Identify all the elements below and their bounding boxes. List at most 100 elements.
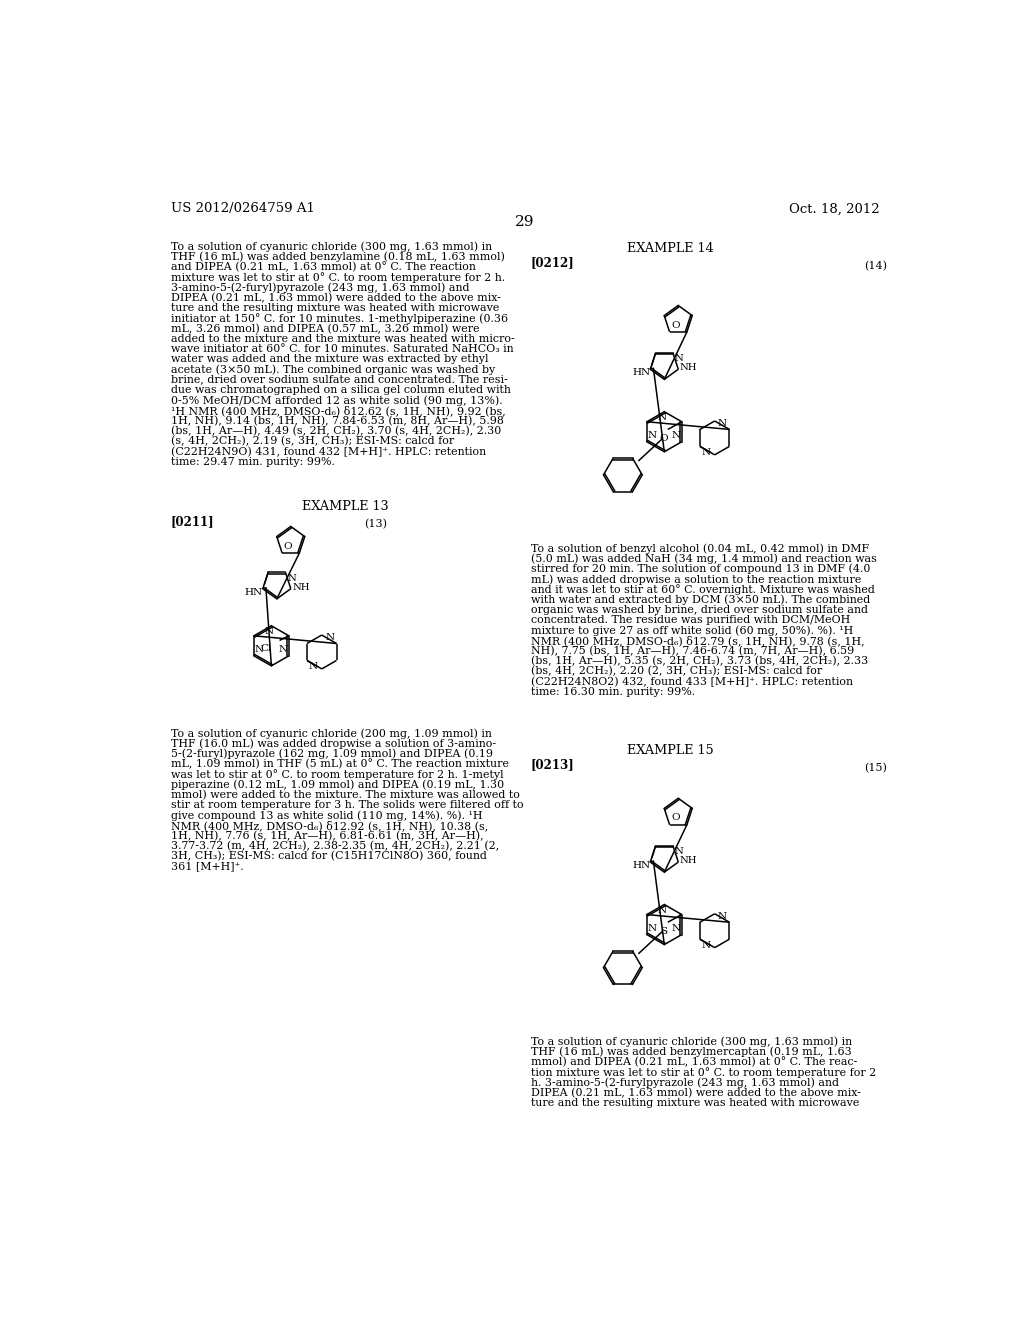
Text: O: O bbox=[671, 813, 680, 822]
Text: N: N bbox=[279, 645, 288, 655]
Text: N: N bbox=[325, 634, 334, 642]
Text: added to the mixture and the mixture was heated with micro-: added to the mixture and the mixture was… bbox=[171, 334, 514, 343]
Text: 1H, NH), 9.14 (bs, 1H, NH), 7.84-6.53 (m, 8H, Ar—H), 5.98: 1H, NH), 9.14 (bs, 1H, NH), 7.84-6.53 (m… bbox=[171, 416, 504, 426]
Text: N: N bbox=[718, 912, 727, 921]
Text: water was added and the mixture was extracted by ethyl: water was added and the mixture was extr… bbox=[171, 354, 488, 364]
Text: (s, 4H, 2CH₂), 2.19 (s, 3H, CH₃); ESI-MS: calcd for: (s, 4H, 2CH₂), 2.19 (s, 3H, CH₃); ESI-MS… bbox=[171, 436, 454, 446]
Text: 0-5% MeOH/DCM afforded 12 as white solid (90 mg, 13%).: 0-5% MeOH/DCM afforded 12 as white solid… bbox=[171, 395, 502, 405]
Text: 1H, NH), 7.76 (s, 1H, Ar—H), 6.81-6.61 (m, 3H, Ar—H),: 1H, NH), 7.76 (s, 1H, Ar—H), 6.81-6.61 (… bbox=[171, 830, 483, 841]
Text: (14): (14) bbox=[864, 261, 887, 271]
Text: (C22H24N9O) 431, found 432 [M+H]⁺. HPLC: retention: (C22H24N9O) 431, found 432 [M+H]⁺. HPLC:… bbox=[171, 446, 485, 457]
Text: O: O bbox=[284, 541, 292, 550]
Text: NMR (400 MHz, DMSO-d₆) δ12.92 (s, 1H, NH), 10.38 (s,: NMR (400 MHz, DMSO-d₆) δ12.92 (s, 1H, NH… bbox=[171, 820, 487, 832]
Text: piperazine (0.12 mL, 1.09 mmol) and DIPEA (0.19 mL, 1.30: piperazine (0.12 mL, 1.09 mmol) and DIPE… bbox=[171, 779, 504, 789]
Text: ture and the resulting mixture was heated with microwave: ture and the resulting mixture was heate… bbox=[531, 1098, 859, 1107]
Text: stirred for 20 min. The solution of compound 13 in DMF (4.0: stirred for 20 min. The solution of comp… bbox=[531, 564, 870, 574]
Text: N: N bbox=[671, 432, 680, 441]
Text: (15): (15) bbox=[864, 763, 887, 774]
Text: N: N bbox=[675, 847, 683, 857]
Text: (bs, 1H, Ar—H), 4.49 (s, 2H, CH₂), 3.70 (s, 4H, 2CH₂), 2.30: (bs, 1H, Ar—H), 4.49 (s, 2H, CH₂), 3.70 … bbox=[171, 426, 501, 436]
Text: N: N bbox=[287, 574, 296, 583]
Text: EXAMPLE 15: EXAMPLE 15 bbox=[627, 743, 714, 756]
Text: N: N bbox=[675, 355, 683, 363]
Text: N: N bbox=[718, 418, 727, 428]
Text: (13): (13) bbox=[365, 519, 387, 529]
Text: 3H, CH₃); ESI-MS: calcd for (C15H17ClN8O) 360, found: 3H, CH₃); ESI-MS: calcd for (C15H17ClN8O… bbox=[171, 851, 486, 862]
Text: (5.0 mL) was added NaH (34 mg, 1.4 mmol) and reaction was: (5.0 mL) was added NaH (34 mg, 1.4 mmol)… bbox=[531, 553, 877, 564]
Text: mixture was let to stir at 0° C. to room temperature for 2 h.: mixture was let to stir at 0° C. to room… bbox=[171, 272, 505, 284]
Text: time: 29.47 min. purity: 99%.: time: 29.47 min. purity: 99%. bbox=[171, 457, 335, 467]
Text: 5-(2-furyl)pyrazole (162 mg, 1.09 mmol) and DIPEA (0.19: 5-(2-furyl)pyrazole (162 mg, 1.09 mmol) … bbox=[171, 748, 493, 759]
Text: DIPEA (0.21 mL, 1.63 mmol) were added to the above mix-: DIPEA (0.21 mL, 1.63 mmol) were added to… bbox=[531, 1088, 861, 1098]
Text: mixture to give 27 as off white solid (60 mg, 50%). %). ¹H: mixture to give 27 as off white solid (6… bbox=[531, 626, 853, 636]
Text: ture and the resulting mixture was heated with microwave: ture and the resulting mixture was heate… bbox=[171, 304, 499, 313]
Text: give compound 13 as white solid (110 mg, 14%). %). ¹H: give compound 13 as white solid (110 mg,… bbox=[171, 810, 482, 821]
Text: Oct. 18, 2012: Oct. 18, 2012 bbox=[790, 202, 880, 215]
Text: NH: NH bbox=[680, 363, 697, 372]
Text: [0211]: [0211] bbox=[171, 515, 214, 528]
Text: N: N bbox=[701, 941, 711, 949]
Text: [0212]: [0212] bbox=[531, 256, 574, 269]
Text: US 2012/0264759 A1: US 2012/0264759 A1 bbox=[171, 202, 314, 215]
Text: N: N bbox=[264, 627, 273, 636]
Text: and it was let to stir at 60° C. overnight. Mixture was washed: and it was let to stir at 60° C. overnig… bbox=[531, 585, 874, 595]
Text: (bs, 1H, Ar—H), 5.35 (s, 2H, CH₂), 3.73 (bs, 4H, 2CH₂), 2.33: (bs, 1H, Ar—H), 5.35 (s, 2H, CH₂), 3.73 … bbox=[531, 656, 868, 667]
Text: THF (16.0 mL) was added dropwise a solution of 3-amino-: THF (16.0 mL) was added dropwise a solut… bbox=[171, 738, 496, 748]
Text: 361 [M+H]⁺.: 361 [M+H]⁺. bbox=[171, 862, 244, 871]
Text: O: O bbox=[671, 321, 680, 330]
Text: [0213]: [0213] bbox=[531, 758, 574, 771]
Text: N: N bbox=[671, 924, 680, 933]
Text: EXAMPLE 14: EXAMPLE 14 bbox=[627, 242, 714, 255]
Text: mmol) and DIPEA (0.21 mL, 1.63 mmol) at 0° C. The reac-: mmol) and DIPEA (0.21 mL, 1.63 mmol) at … bbox=[531, 1057, 857, 1068]
Text: (C22H24N8O2) 432, found 433 [M+H]⁺. HPLC: retention: (C22H24N8O2) 432, found 433 [M+H]⁺. HPLC… bbox=[531, 677, 853, 686]
Text: THF (16 mL) was added benzylamine (0.18 mL, 1.63 mmol): THF (16 mL) was added benzylamine (0.18 … bbox=[171, 252, 505, 263]
Text: NH: NH bbox=[293, 582, 310, 591]
Text: and DIPEA (0.21 mL, 1.63 mmol) at 0° C. The reaction: and DIPEA (0.21 mL, 1.63 mmol) at 0° C. … bbox=[171, 263, 475, 273]
Text: HN: HN bbox=[632, 861, 650, 870]
Text: N: N bbox=[308, 663, 317, 671]
Text: To a solution of benzyl alcohol (0.04 mL, 0.42 mmol) in DMF: To a solution of benzyl alcohol (0.04 mL… bbox=[531, 544, 869, 554]
Text: Cl: Cl bbox=[260, 644, 271, 653]
Text: DIPEA (0.21 mL, 1.63 mmol) were added to the above mix-: DIPEA (0.21 mL, 1.63 mmol) were added to… bbox=[171, 293, 501, 304]
Text: To a solution of cyanuric chloride (300 mg, 1.63 mmol) in: To a solution of cyanuric chloride (300 … bbox=[171, 242, 492, 252]
Text: mL, 3.26 mmol) and DIPEA (0.57 mL, 3.26 mmol) were: mL, 3.26 mmol) and DIPEA (0.57 mL, 3.26 … bbox=[171, 323, 479, 334]
Text: NH: NH bbox=[680, 857, 697, 865]
Text: S: S bbox=[660, 927, 668, 936]
Text: N: N bbox=[657, 413, 667, 422]
Text: N: N bbox=[657, 906, 667, 915]
Text: acetate (3×50 mL). The combined organic was washed by: acetate (3×50 mL). The combined organic … bbox=[171, 364, 495, 375]
Text: N: N bbox=[701, 447, 711, 457]
Text: HN: HN bbox=[245, 587, 263, 597]
Text: 29: 29 bbox=[515, 215, 535, 230]
Text: To a solution of cyanuric chloride (200 mg, 1.09 mmol) in: To a solution of cyanuric chloride (200 … bbox=[171, 729, 492, 739]
Text: O: O bbox=[659, 434, 669, 444]
Text: was let to stir at 0° C. to room temperature for 2 h. 1-metyl: was let to stir at 0° C. to room tempera… bbox=[171, 770, 503, 780]
Text: tion mixture was let to stir at 0° C. to room temperature for 2: tion mixture was let to stir at 0° C. to… bbox=[531, 1067, 877, 1078]
Text: wave initiator at 60° C. for 10 minutes. Saturated NaHCO₃ in: wave initiator at 60° C. for 10 minutes.… bbox=[171, 345, 513, 354]
Text: time: 16.30 min. purity: 99%.: time: 16.30 min. purity: 99%. bbox=[531, 686, 695, 697]
Text: organic was washed by brine, dried over sodium sulfate and: organic was washed by brine, dried over … bbox=[531, 605, 868, 615]
Text: mmol) were added to the mixture. The mixture was allowed to: mmol) were added to the mixture. The mix… bbox=[171, 789, 519, 800]
Text: initiator at 150° C. for 10 minutes. 1-methylpiperazine (0.36: initiator at 150° C. for 10 minutes. 1-m… bbox=[171, 313, 508, 325]
Text: 3.77-3.72 (m, 4H, 2CH₂), 2.38-2.35 (m, 4H, 2CH₂), 2.21 (2,: 3.77-3.72 (m, 4H, 2CH₂), 2.38-2.35 (m, 4… bbox=[171, 841, 499, 851]
Text: To a solution of cyanuric chloride (300 mg, 1.63 mmol) in: To a solution of cyanuric chloride (300 … bbox=[531, 1036, 852, 1047]
Text: EXAMPLE 13: EXAMPLE 13 bbox=[302, 499, 388, 512]
Text: brine, dried over sodium sulfate and concentrated. The resi-: brine, dried over sodium sulfate and con… bbox=[171, 375, 507, 384]
Text: N: N bbox=[255, 645, 264, 655]
Text: NMR (400 MHz, DMSO-d₆) δ12.79 (s, 1H, NH), 9.78 (s, 1H,: NMR (400 MHz, DMSO-d₆) δ12.79 (s, 1H, NH… bbox=[531, 635, 864, 647]
Text: due was chromatographed on a silica gel column eluted with: due was chromatographed on a silica gel … bbox=[171, 385, 511, 395]
Text: stir at room temperature for 3 h. The solids were filtered off to: stir at room temperature for 3 h. The so… bbox=[171, 800, 523, 810]
Text: THF (16 mL) was added benzylmercaptan (0.19 mL, 1.63: THF (16 mL) was added benzylmercaptan (0… bbox=[531, 1047, 852, 1057]
Text: HN: HN bbox=[632, 368, 650, 378]
Text: ¹H NMR (400 MHz, DMSO-d₆) δ12.62 (s, 1H, NH), 9.92 (bs,: ¹H NMR (400 MHz, DMSO-d₆) δ12.62 (s, 1H,… bbox=[171, 405, 506, 416]
Text: h. 3-amino-5-(2-furylpyrazole (243 mg, 1.63 mmol) and: h. 3-amino-5-(2-furylpyrazole (243 mg, 1… bbox=[531, 1077, 839, 1088]
Text: mL) was added dropwise a solution to the reaction mixture: mL) was added dropwise a solution to the… bbox=[531, 574, 861, 585]
Text: (bs, 4H, 2CH₂), 2.20 (2, 3H, CH₃); ESI-MS: calcd for: (bs, 4H, 2CH₂), 2.20 (2, 3H, CH₃); ESI-M… bbox=[531, 667, 822, 677]
Text: mL, 1.09 mmol) in THF (5 mL) at 0° C. The reaction mixture: mL, 1.09 mmol) in THF (5 mL) at 0° C. Th… bbox=[171, 759, 509, 770]
Text: with water and extracted by DCM (3×50 mL). The combined: with water and extracted by DCM (3×50 mL… bbox=[531, 594, 870, 605]
Text: concentrated. The residue was purified with DCM/MeOH: concentrated. The residue was purified w… bbox=[531, 615, 850, 626]
Text: N: N bbox=[647, 432, 656, 441]
Text: 3-amino-5-(2-furyl)pyrazole (243 mg, 1.63 mmol) and: 3-amino-5-(2-furyl)pyrazole (243 mg, 1.6… bbox=[171, 282, 469, 293]
Text: NH), 7.75 (bs, 1H, Ar—H), 7.46-6.74 (m, 7H, Ar—H), 6.59: NH), 7.75 (bs, 1H, Ar—H), 7.46-6.74 (m, … bbox=[531, 645, 854, 656]
Text: N: N bbox=[647, 924, 656, 933]
